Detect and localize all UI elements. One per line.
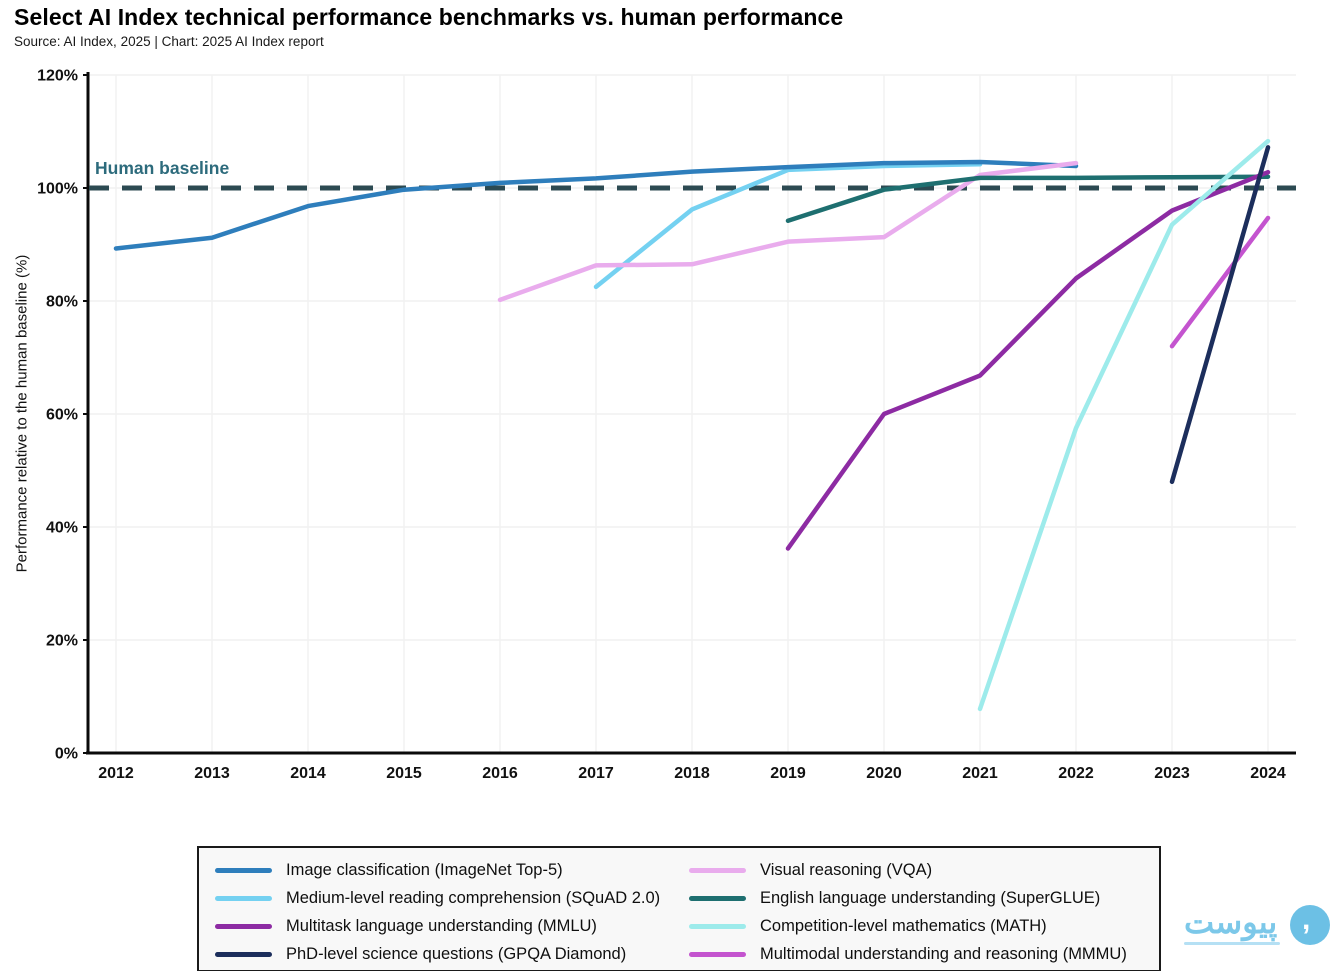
legend-label: Image classification (ImageNet Top-5) — [286, 860, 563, 879]
legend-label: PhD-level science questions (GPQA Diamon… — [286, 944, 627, 963]
legend-label: English language understanding (SuperGLU… — [760, 888, 1101, 907]
series-line-3 — [1169, 145, 1271, 485]
legend-item-6: Competition-level mathematics (MATH) — [689, 917, 1159, 936]
x-tick-label: 2017 — [578, 765, 614, 782]
y-tick-label: 60% — [46, 407, 78, 424]
x-tick-label: 2023 — [1154, 765, 1190, 782]
watermark-text: پیوست — [1184, 904, 1278, 940]
series-line-6 — [977, 138, 1271, 712]
y-tick-label: 20% — [46, 633, 78, 650]
line-chart: 0% 20% 40% 60% 80% 100% 120% 2012 2013 2014 2015 20… — [37, 68, 1296, 782]
legend-label: Medium-level reading comprehension (SQuA… — [286, 888, 661, 907]
watermark-tagline — [1184, 942, 1280, 945]
x-tick-label: 2014 — [290, 765, 326, 782]
legend-item-3: PhD-level science questions (GPQA Diamon… — [215, 945, 689, 964]
x-tick-label: 2013 — [194, 765, 230, 782]
legend-swatch — [689, 923, 746, 929]
watermark-logo: پیوست , — [1184, 903, 1330, 945]
legend-item-1: Medium-level reading comprehension (SQuA… — [215, 889, 689, 908]
legend-item-7: Multimodal understanding and reasoning (… — [689, 945, 1159, 964]
legend-swatch — [215, 867, 272, 873]
x-tick-label: 2021 — [962, 765, 998, 782]
human-baseline-label: Human baseline — [95, 158, 229, 178]
x-tick-label: 2024 — [1250, 765, 1286, 782]
y-tick-label: 40% — [46, 520, 78, 537]
legend-label: Visual reasoning (VQA) — [760, 860, 933, 879]
y-axis-title: Performance relative to the human baseli… — [13, 254, 31, 573]
chart-source-line: Source: AI Index, 2025 | Chart: 2025 AI … — [14, 34, 324, 49]
legend-item-5: English language understanding (SuperGLU… — [689, 889, 1159, 908]
legend-item-4: Visual reasoning (VQA) — [689, 861, 1159, 880]
legend-label: Multimodal understanding and reasoning (… — [760, 944, 1127, 963]
legend-swatch — [215, 895, 272, 901]
legend-item-0: Image classification (ImageNet Top-5) — [215, 861, 689, 880]
y-tick-label: 80% — [46, 294, 78, 311]
y-tick-label: 120% — [37, 68, 78, 85]
legend-swatch — [689, 895, 746, 901]
series-line-1 — [593, 162, 983, 290]
series-line-2 — [785, 169, 1271, 551]
legend-swatch — [215, 923, 272, 929]
x-tick-label: 2019 — [770, 765, 806, 782]
x-tick-label: 2016 — [482, 765, 518, 782]
legend: Image classification (ImageNet Top-5) Med… — [197, 846, 1161, 971]
series-line-5 — [785, 174, 1271, 224]
x-tick-label: 2012 — [98, 765, 134, 782]
x-tick-label: 2015 — [386, 765, 422, 782]
legend-label: Multitask language understanding (MMLU) — [286, 916, 597, 935]
watermark-circle-icon: , — [1290, 903, 1330, 945]
series-line-4 — [497, 160, 1079, 303]
legend-swatch — [215, 951, 272, 957]
series-line-0 — [113, 159, 1079, 251]
x-tick-label: 2018 — [674, 765, 710, 782]
page-title: Select AI Index technical performance be… — [14, 4, 844, 30]
x-tick-label: 2020 — [866, 765, 902, 782]
legend-item-2: Multitask language understanding (MMLU) — [215, 917, 689, 936]
x-tick-label: 2022 — [1058, 765, 1094, 782]
y-tick-label: 0% — [55, 746, 78, 763]
y-tick-label: 100% — [37, 181, 78, 198]
legend-label: Competition-level mathematics (MATH) — [760, 916, 1047, 935]
series-line-7 — [1169, 215, 1271, 349]
legend-swatch — [689, 867, 746, 873]
legend-swatch — [689, 951, 746, 957]
